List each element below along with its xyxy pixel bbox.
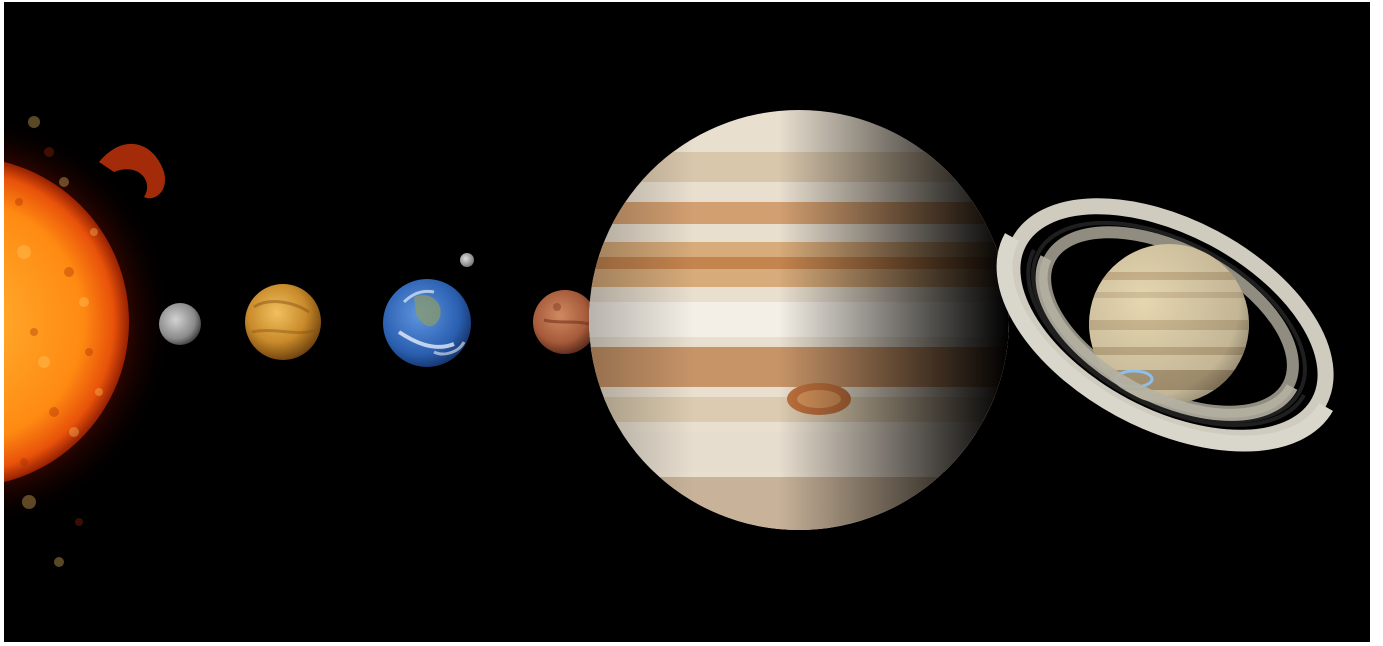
mercury xyxy=(159,303,201,345)
moon xyxy=(460,253,474,267)
saturn xyxy=(996,198,1334,452)
jupiter xyxy=(589,110,1009,530)
venus xyxy=(245,284,321,360)
solar-system-illustration xyxy=(4,110,1334,567)
solar-prominence xyxy=(99,143,165,199)
sun xyxy=(4,115,174,567)
earth xyxy=(383,279,471,367)
space-background xyxy=(4,2,1370,642)
mars xyxy=(533,290,597,354)
